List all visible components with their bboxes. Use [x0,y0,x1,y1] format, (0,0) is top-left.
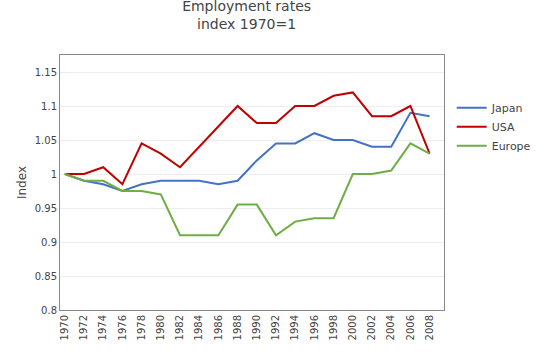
svg-text:1986: 1986 [213,315,224,340]
svg-text:Index: Index [15,166,29,199]
svg-text:1988: 1988 [232,315,243,340]
svg-text:1970: 1970 [59,315,70,340]
svg-text:1: 1 [51,169,57,180]
svg-text:2000: 2000 [347,315,358,340]
svg-text:1974: 1974 [97,315,108,340]
svg-text:2006: 2006 [405,315,416,340]
svg-text:1972: 1972 [78,315,89,340]
svg-text:Japan: Japan [491,102,523,115]
svg-text:1982: 1982 [174,315,185,340]
svg-text:2004: 2004 [385,315,396,340]
svg-text:1980: 1980 [155,315,166,340]
svg-text:Employment ratesindex 1970=1: Employment ratesindex 1970=1 [182,0,311,32]
svg-text:1990: 1990 [251,315,262,340]
svg-text:Europe: Europe [492,140,531,153]
svg-text:2008: 2008 [424,315,435,340]
svg-text:1978: 1978 [136,315,147,340]
svg-text:USA: USA [492,121,515,134]
svg-text:1994: 1994 [289,315,300,340]
svg-text:1.05: 1.05 [35,135,57,146]
svg-text:0.9: 0.9 [41,237,57,248]
svg-text:0.8: 0.8 [41,305,57,316]
svg-text:1984: 1984 [193,315,204,340]
svg-text:1992: 1992 [270,315,281,340]
svg-text:1976: 1976 [117,315,128,340]
svg-text:1.1: 1.1 [41,101,57,112]
svg-text:1998: 1998 [328,315,339,340]
svg-text:1.15: 1.15 [35,67,57,78]
svg-text:1996: 1996 [309,315,320,340]
svg-text:2002: 2002 [366,315,377,340]
svg-text:0.85: 0.85 [35,271,57,282]
svg-text:0.95: 0.95 [35,203,57,214]
